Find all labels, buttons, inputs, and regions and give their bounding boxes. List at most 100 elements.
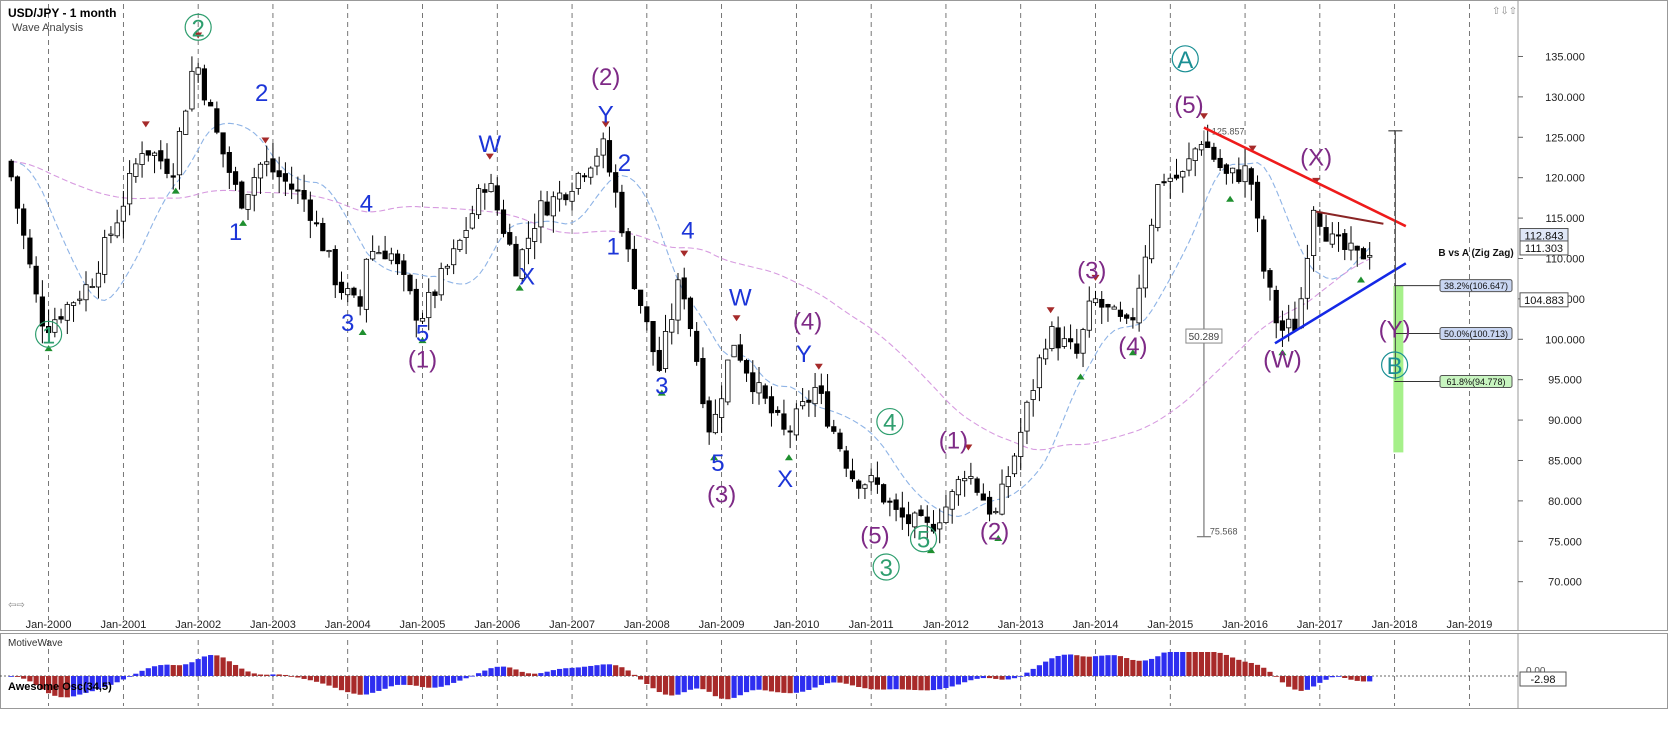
oscillator-bar	[594, 665, 600, 676]
oscillator-bar	[525, 673, 532, 676]
candle-body	[1099, 298, 1105, 308]
oscillator-bar	[843, 676, 849, 684]
oscillator-bar	[606, 664, 613, 676]
oscillator-bar	[862, 676, 868, 689]
oscillator-bar	[930, 676, 937, 691]
candle-body	[631, 248, 637, 290]
candle-body	[806, 399, 812, 403]
wave-label: B	[1387, 353, 1403, 380]
oscillator-bar	[201, 656, 207, 676]
fib-level-box	[1439, 327, 1513, 341]
oscillator-bar	[245, 671, 251, 676]
candle-body	[432, 291, 438, 296]
chart-subtitle: Wave Analysis	[12, 22, 84, 34]
oscillator-bar	[924, 676, 930, 691]
oscillator-bar	[307, 676, 313, 681]
oscillator-bar	[887, 676, 893, 690]
y-tick-label: 75.000	[1548, 536, 1582, 548]
scroll-arrows-icon: ⇦⇨	[8, 600, 25, 611]
pivot-high-marker	[680, 250, 689, 257]
candle-body	[793, 408, 799, 436]
candle-body	[95, 272, 102, 288]
x-tick-label: Jan-2011	[849, 619, 894, 631]
wave-label: 3	[655, 373, 668, 400]
candle-body	[500, 209, 507, 234]
x-tick-label: Jan-2008	[624, 619, 670, 631]
oscillator-bar	[251, 673, 257, 676]
candle-body	[1105, 304, 1111, 308]
candle-body	[849, 470, 856, 480]
candle-body	[874, 477, 880, 485]
candle-body	[937, 522, 943, 530]
candle-body	[370, 250, 376, 260]
wave-label: X	[777, 466, 793, 493]
candle-body	[1124, 314, 1130, 319]
candle-body	[108, 233, 114, 236]
x-tick-label: Jan-2015	[1147, 619, 1193, 631]
candle-body	[1273, 289, 1279, 324]
oscillator-bar	[743, 676, 750, 693]
candle-body	[856, 480, 862, 489]
candle-body	[164, 158, 170, 174]
oscillator-bar	[351, 676, 357, 694]
candle-body	[1136, 287, 1142, 324]
fib-level-label: 50.0%(100.713)	[1444, 329, 1508, 339]
wave-label: 2	[191, 15, 204, 42]
wave-label: X	[519, 263, 535, 290]
oscillator-bar	[1248, 662, 1254, 676]
oscillator-bar	[363, 676, 370, 695]
candle-body	[488, 183, 494, 193]
candle-body	[1155, 184, 1161, 228]
candle-body	[388, 253, 394, 261]
oscillator-bar	[500, 666, 507, 676]
x-tick-label: Jan-2001	[100, 619, 146, 631]
candle-body	[1267, 270, 1273, 288]
candle-body	[1348, 242, 1354, 251]
osc-value-box	[1519, 671, 1567, 687]
oscillator-bar	[868, 676, 874, 690]
candle-body	[800, 401, 806, 407]
candle-body	[1261, 219, 1267, 272]
oscillator-bar	[388, 676, 394, 687]
oscillator-bar	[731, 676, 737, 698]
candle-body	[1298, 298, 1304, 329]
candle-body	[482, 189, 488, 193]
candle-body	[363, 258, 370, 310]
wave-circle	[1381, 351, 1409, 379]
x-tick-label: Jan-2004	[325, 619, 371, 631]
oscillator-bar	[33, 676, 39, 685]
range-label: 50.289	[1189, 332, 1220, 343]
candle-body	[1360, 248, 1367, 260]
candle-body	[1211, 146, 1217, 160]
y-tick-label: 115.000	[1546, 213, 1585, 225]
oscillator-bar	[158, 665, 164, 676]
candle-body	[1279, 320, 1286, 331]
oscillator-bar	[762, 676, 768, 691]
oscillator-bar	[1067, 654, 1074, 676]
candle-body	[1254, 181, 1261, 219]
oscillator-bar	[719, 676, 725, 699]
oscillator-bar	[812, 676, 818, 688]
candle-body	[588, 167, 594, 178]
candle-body	[719, 398, 725, 418]
candle-body	[1323, 227, 1329, 242]
oscillator-bar	[127, 676, 133, 677]
candle-body	[1354, 245, 1360, 251]
oscillator-bar	[507, 667, 513, 676]
x-tick-label: Jan-2002	[175, 619, 221, 631]
oscillator-bar	[108, 676, 114, 685]
window-controls-icon: ⇧⇩⇧	[1492, 6, 1517, 17]
y-tick-label: 130.000	[1545, 92, 1585, 104]
oscillator-bar	[681, 676, 687, 693]
oscillator-bar	[581, 666, 588, 676]
oscillator-bar	[918, 676, 924, 691]
pivot-low-marker	[418, 337, 427, 344]
wave-label: (1)	[939, 427, 968, 454]
candle-body	[469, 213, 475, 229]
pivot-high-marker	[1091, 274, 1100, 281]
wave-circle	[876, 407, 904, 436]
candle-body	[1311, 209, 1317, 256]
candles	[8, 56, 1373, 544]
candle-body	[326, 250, 332, 253]
